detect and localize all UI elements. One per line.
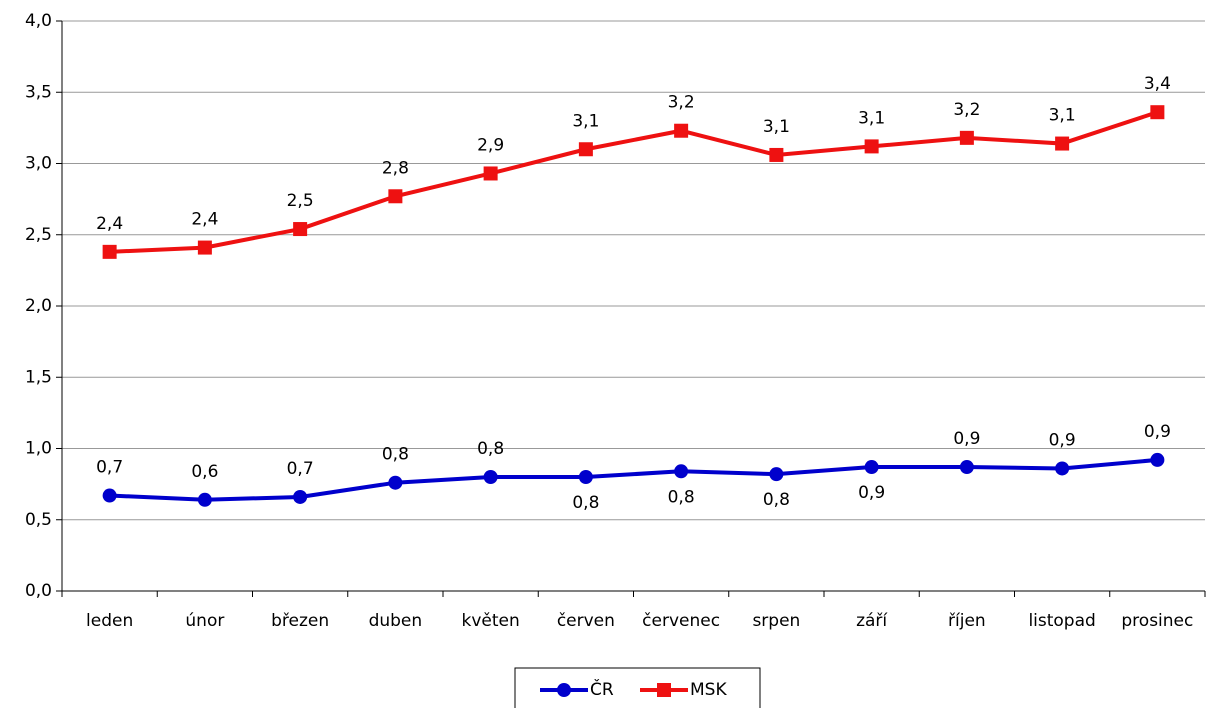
data-label: 0,6 (191, 462, 218, 482)
x-tick-label: leden (86, 611, 133, 631)
y-tick-label: 2,0 (25, 296, 52, 316)
marker (864, 139, 879, 154)
data-label: 2,4 (191, 210, 218, 230)
x-tick-label: červenec (642, 611, 720, 631)
data-label: 3,1 (572, 111, 599, 131)
x-tick-label: březen (271, 611, 329, 631)
marker (197, 240, 212, 255)
series-line (109, 110, 1159, 254)
marker (483, 470, 498, 484)
data-label: 0,7 (96, 458, 123, 478)
y-tick-label: 2,5 (25, 225, 52, 245)
data-label: 0,8 (572, 493, 599, 513)
data-label: 3,1 (1049, 106, 1076, 126)
data-label: 0,9 (1144, 422, 1171, 442)
marker (102, 488, 117, 503)
data-label: 0,8 (382, 445, 409, 465)
marker (1055, 461, 1070, 476)
y-tick-label: 0,0 (25, 581, 52, 601)
marker (674, 123, 689, 138)
marker (293, 489, 308, 504)
marker (293, 222, 308, 237)
marker (388, 475, 403, 490)
x-tick-label: červen (557, 611, 615, 631)
marker (578, 142, 593, 157)
x-tick-label: srpen (752, 611, 800, 631)
marker (1055, 136, 1070, 151)
y-tick-label: 1,5 (25, 367, 52, 387)
y-tick-label: 3,0 (25, 154, 52, 174)
x-tick-label: květen (461, 611, 519, 631)
marker (959, 460, 974, 475)
marker (102, 244, 117, 259)
data-label: 0,9 (1049, 430, 1076, 450)
data-label: 2,8 (382, 158, 409, 178)
data-label: 2,5 (287, 191, 314, 211)
y-tick-label: 0,5 (25, 510, 52, 530)
legend: ČR MSK (514, 667, 761, 708)
data-label: 2,4 (96, 214, 123, 234)
data-label: 2,9 (477, 135, 504, 155)
data-label: 0,9 (858, 483, 885, 503)
marker (1150, 105, 1165, 120)
data-label: 3,1 (763, 117, 790, 137)
x-tick-label: září (856, 611, 888, 631)
data-label: 3,4 (1144, 74, 1171, 94)
marker (769, 467, 784, 482)
marker (959, 130, 974, 145)
data-label: 3,2 (668, 93, 695, 113)
x-tick-label: prosinec (1121, 611, 1193, 631)
data-label: 0,8 (477, 439, 504, 459)
y-tick-label: 3,5 (25, 82, 52, 102)
legend-label: MSK (690, 680, 727, 700)
data-label: 0,7 (287, 459, 314, 479)
marker (674, 464, 689, 479)
y-tick-label: 4,0 (25, 11, 52, 31)
x-tick-label: listopad (1028, 611, 1095, 631)
y-tick-label: 1,0 (25, 439, 52, 459)
marker (864, 460, 879, 475)
marker (769, 147, 784, 162)
marker (578, 470, 593, 484)
legend-marker (657, 683, 671, 697)
x-tick-label: únor (185, 611, 224, 631)
series-line (109, 457, 1158, 502)
data-label: 0,9 (953, 429, 980, 449)
data-label: 3,1 (858, 108, 885, 128)
marker (483, 166, 498, 181)
marker (388, 189, 403, 204)
x-tick-label: říjen (948, 611, 986, 631)
marker (1150, 452, 1165, 467)
data-label: 3,2 (953, 100, 980, 120)
legend-marker (557, 683, 571, 697)
legend-label: ČR (590, 678, 614, 700)
marker (197, 492, 212, 507)
x-tick-label: duben (369, 611, 423, 631)
data-label: 0,8 (763, 490, 790, 510)
data-label: 0,8 (668, 487, 695, 507)
